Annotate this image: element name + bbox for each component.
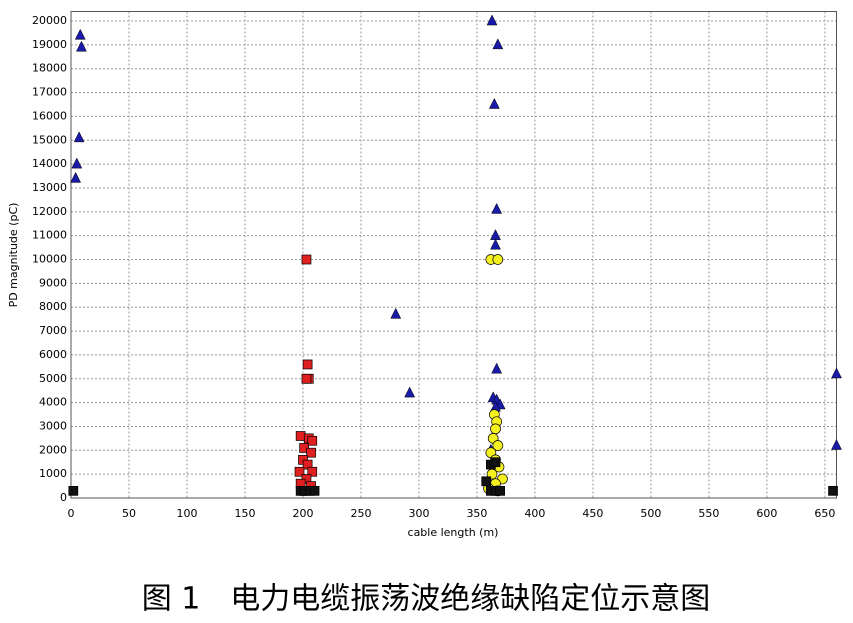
y-tick-label: 2000: [39, 443, 67, 456]
y-axis-label: PD magnitude (pC): [7, 203, 20, 308]
y-tick-label: 4000: [39, 396, 67, 409]
x-tick-label: 500: [640, 507, 661, 520]
x-tick-label: 300: [408, 507, 429, 520]
circle-marker: [492, 440, 504, 451]
y-tick-label: 17000: [32, 86, 67, 99]
square-marker: [301, 373, 312, 384]
x-tick-label: 200: [292, 507, 313, 520]
square-marker: [306, 447, 316, 458]
y-tick-label: 7000: [39, 324, 67, 337]
y-tick-label: 12000: [32, 205, 67, 218]
y-tick-label: 16000: [32, 109, 67, 122]
square-marker: [495, 485, 505, 496]
y-tick-label: 20000: [32, 14, 67, 27]
triangle-marker: [70, 171, 82, 183]
y-tick-label: 3000: [39, 419, 67, 432]
x-tick-label: 350: [466, 507, 487, 520]
y-tick-label: 9000: [39, 276, 67, 289]
y-tick-label: 1000: [39, 467, 67, 480]
x-tick-label: 600: [756, 507, 777, 520]
triangle-marker: [486, 14, 498, 26]
x-tick-label: 650: [814, 507, 835, 520]
plot-border: [70, 11, 837, 499]
plot-area: [71, 11, 837, 498]
x-tick-label: 50: [122, 507, 136, 520]
y-tick-label: 18000: [32, 62, 67, 75]
triangle-marker: [491, 202, 503, 214]
caption: 图 1 电力电缆振荡波绝缘缺陷定位示意图: [142, 582, 711, 617]
y-tick-label: 10000: [32, 253, 67, 266]
square-marker: [481, 476, 492, 487]
y-tick-label: 19000: [32, 38, 67, 51]
triangle-marker: [492, 38, 504, 50]
square-marker: [294, 466, 305, 477]
triangle-marker: [831, 438, 842, 450]
x-tick-label: 400: [524, 507, 545, 520]
square-marker: [307, 435, 318, 446]
y-tick-label: 5000: [39, 372, 67, 385]
square-marker: [301, 254, 312, 265]
triangle-marker: [491, 362, 503, 374]
triangle-marker: [73, 131, 85, 143]
x-axis-label: cable length (m): [408, 526, 499, 539]
triangle-marker: [390, 307, 402, 319]
x-tick-label: 0: [68, 507, 75, 520]
x-tick-label: 150: [234, 507, 255, 520]
triangle-marker: [831, 367, 842, 379]
x-tick-label: 450: [582, 507, 603, 520]
y-tick-label: 14000: [32, 157, 67, 170]
triangle-marker: [404, 386, 416, 398]
triangle-marker: [76, 40, 87, 52]
x-tick-label: 550: [698, 507, 719, 520]
circle-marker: [490, 423, 501, 435]
triangle-marker: [71, 157, 83, 169]
circle-marker: [492, 254, 504, 265]
square-marker: [68, 485, 79, 496]
square-marker: [307, 466, 318, 477]
x-tick-label: 250: [350, 507, 371, 520]
triangle-marker: [488, 97, 500, 109]
y-tick-label: 15000: [32, 133, 67, 146]
y-tick-label: 11000: [32, 229, 67, 242]
y-tick-label: 6000: [39, 348, 67, 361]
y-tick-label: 8000: [39, 300, 67, 313]
x-tick-label: 100: [176, 507, 197, 520]
square-marker: [302, 359, 313, 370]
square-marker: [490, 457, 501, 468]
y-tick-label: 13000: [32, 181, 67, 194]
triangle-marker: [74, 28, 86, 40]
square-marker: [828, 485, 838, 496]
triangle-marker: [490, 238, 501, 250]
square-marker: [309, 485, 320, 496]
y-tick-label: 0: [60, 491, 67, 504]
square-marker: [295, 431, 306, 441]
